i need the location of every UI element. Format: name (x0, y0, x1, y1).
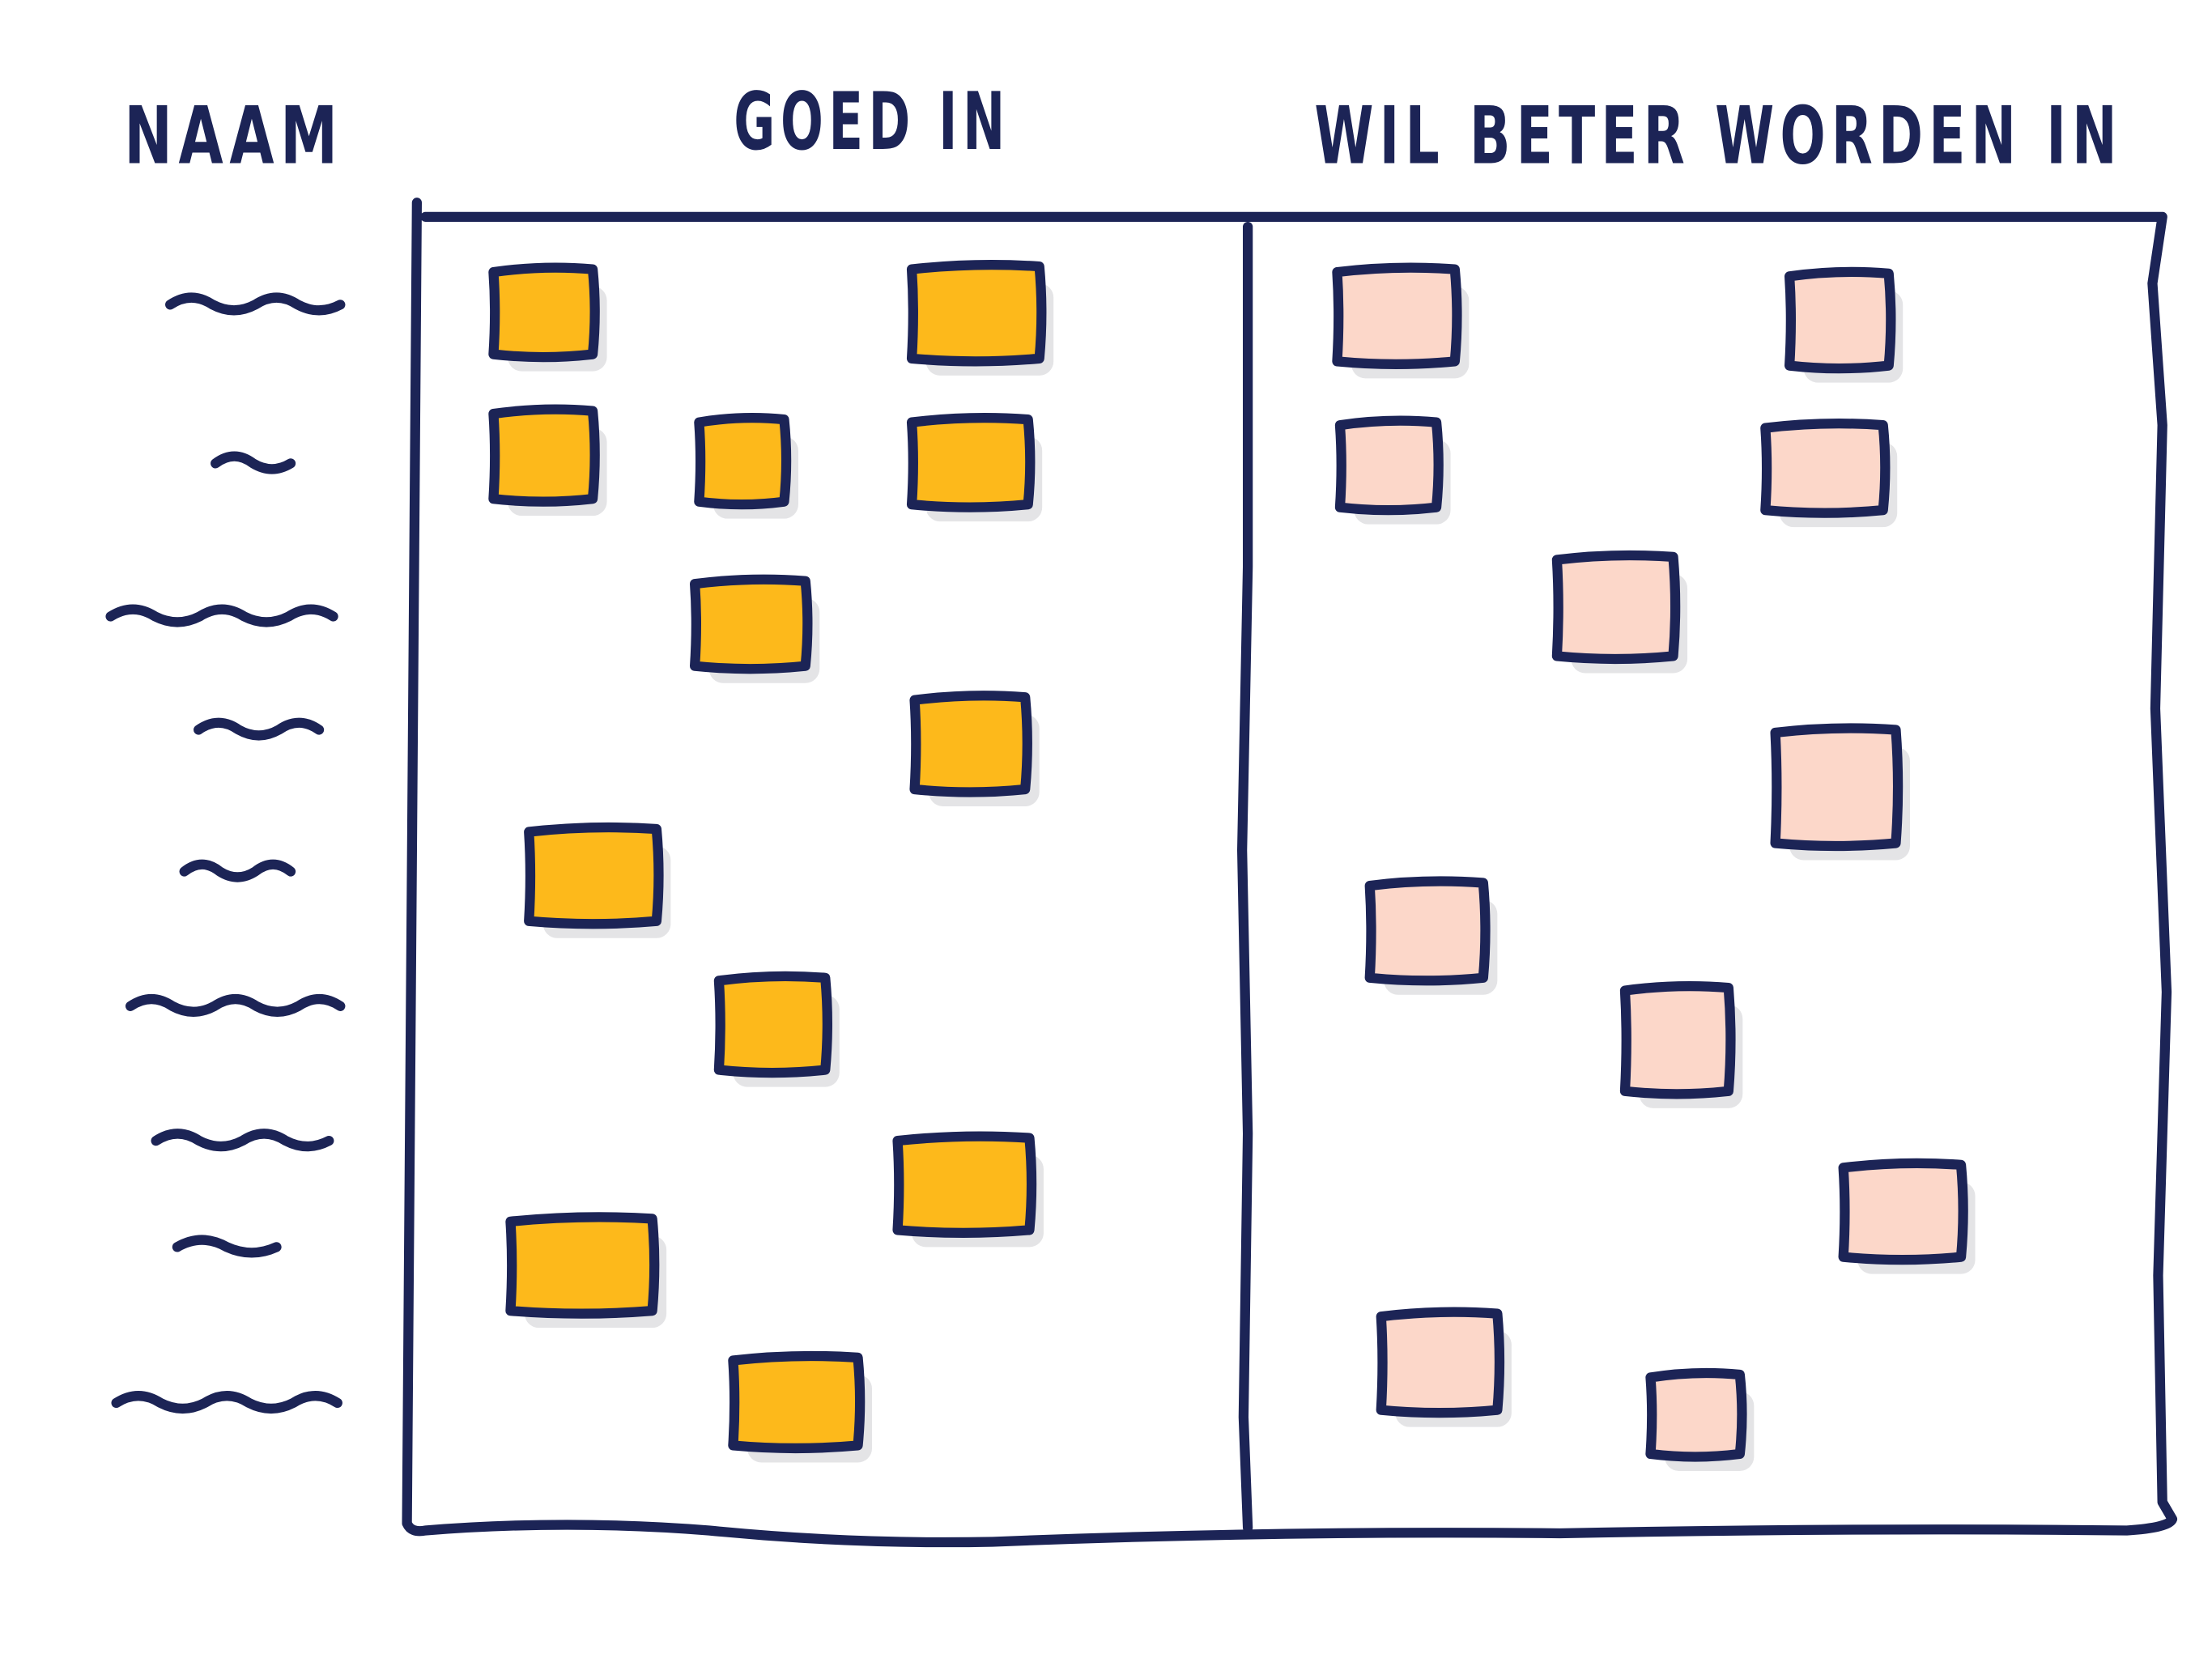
column-header: WIL BETER WORDEN IN (1314, 90, 2122, 182)
sticky-note (1334, 415, 1444, 516)
sticky-note (906, 259, 1047, 367)
sticky-note (1838, 1158, 1968, 1265)
name-squiggle (165, 292, 346, 316)
board-outline (402, 198, 2178, 1548)
sticky-note (892, 1131, 1037, 1238)
sticky-note (1551, 550, 1681, 665)
board-frame (402, 198, 2178, 1548)
sticky-note (1784, 266, 1896, 374)
sticky-note (488, 404, 600, 507)
name-squiggle (211, 451, 296, 474)
sticky-note (505, 1212, 660, 1319)
sticky-note (1364, 876, 1491, 986)
sticky-note (524, 822, 664, 929)
column-header: GOED IN (734, 76, 1010, 168)
sticky-note (728, 1350, 866, 1454)
name-squiggle (105, 604, 338, 627)
sticky-notes (488, 259, 1976, 1471)
sticky-note (1619, 980, 1736, 1099)
sticky-note (909, 691, 1032, 797)
name-list (105, 292, 346, 1414)
sticky-note (1770, 723, 1904, 852)
name-squiggle (151, 1129, 334, 1152)
sticky-note (906, 413, 1036, 512)
name-squiggle (111, 1391, 342, 1414)
sticky-note (1645, 1367, 1747, 1462)
sticky-note (488, 262, 600, 363)
column-divider (1236, 221, 1253, 1533)
sticky-note (689, 574, 813, 674)
name-squiggle (172, 1235, 282, 1258)
sticky-note (1760, 419, 1891, 518)
sticky-note (1376, 1307, 1505, 1418)
column-header: NAAM (124, 90, 343, 182)
name-squiggle (179, 859, 296, 882)
name-squiggle (125, 993, 346, 1017)
name-squiggle (194, 717, 325, 741)
sticky-note (713, 971, 832, 1078)
sticky-note (1332, 262, 1462, 369)
sticky-note (694, 413, 792, 510)
